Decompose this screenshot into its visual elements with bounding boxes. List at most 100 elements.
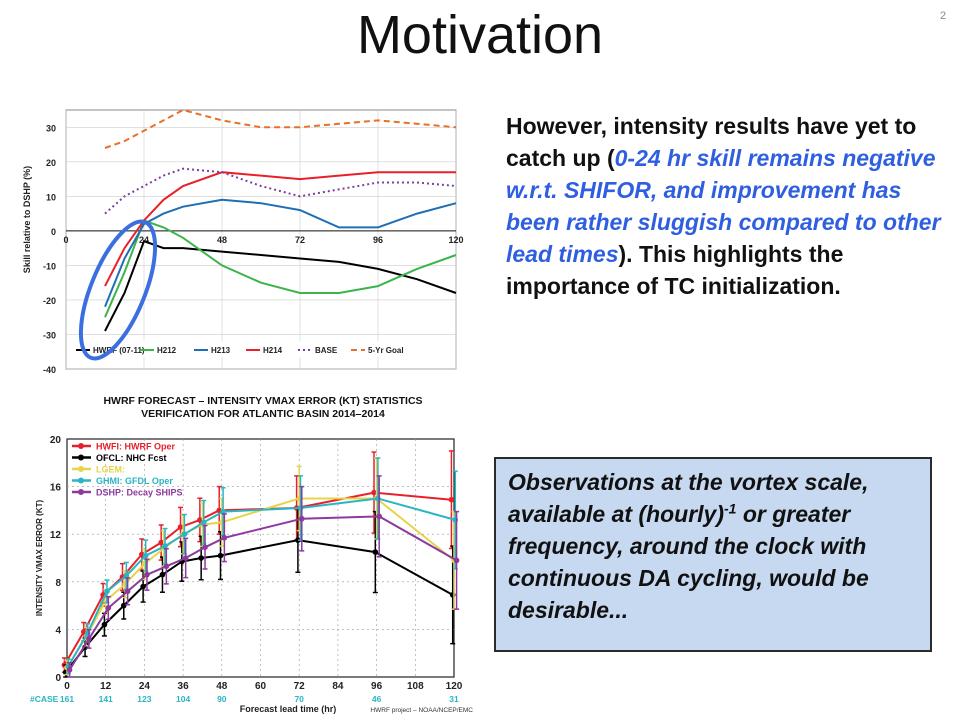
data-point (144, 571, 150, 578)
y-tick-label: -40 (43, 365, 56, 374)
case-count: 90 (217, 694, 227, 704)
x-tick-label: 108 (407, 681, 424, 692)
case-count: 70 (294, 694, 304, 704)
data-point (142, 552, 149, 559)
callout-part2: or greater frequency, around the clock w… (508, 501, 869, 623)
legend-label: H214 (263, 346, 283, 355)
x-tick-label: 96 (373, 235, 383, 245)
y-tick-label: 10 (46, 192, 56, 202)
legend-marker (78, 443, 84, 449)
data-point (182, 555, 189, 561)
legend-label: BASE (315, 346, 338, 355)
data-point (372, 549, 379, 555)
data-point (220, 508, 226, 515)
x-tick-label: 84 (332, 681, 344, 692)
data-point (163, 563, 170, 570)
data-point (202, 544, 208, 551)
series-line (63, 491, 452, 666)
y-tick-label: 12 (50, 530, 62, 541)
case-count: 123 (137, 694, 151, 704)
data-point (177, 524, 184, 530)
y-tick-label: 4 (55, 625, 61, 636)
x-tick-label: 24 (139, 681, 151, 692)
case-label: #CASE (30, 694, 59, 704)
series-line (104, 108, 457, 149)
data-point (221, 534, 228, 541)
y-tick-label: 0 (55, 673, 61, 684)
slide-number: 2 (940, 10, 947, 22)
x-tick-label: 36 (178, 681, 190, 692)
data-point (181, 531, 188, 537)
data-point (101, 621, 108, 628)
x-tick-label: 12 (100, 681, 112, 692)
legend-marker (78, 454, 84, 461)
y-axis-label: INTENSITY VMAX ERROR (KT) (35, 500, 44, 617)
case-count: 46 (372, 694, 382, 704)
data-point (295, 537, 301, 543)
case-count: 161 (60, 694, 74, 704)
series-line (104, 171, 456, 287)
plot-area (65, 109, 457, 370)
x-tick-label: 60 (255, 681, 267, 692)
data-point (86, 636, 92, 642)
legend-marker (78, 489, 84, 495)
legend-label: LGEM: (96, 465, 125, 475)
intensity-text-highlight: 0-24 hr skill remains negative w.r.t. SH… (506, 145, 941, 267)
observations-callout: Observations at the vortex scale, availa… (494, 457, 932, 652)
legend-box (72, 341, 452, 357)
x-tick-label: 120 (448, 235, 463, 245)
y-tick-label: 20 (46, 158, 56, 168)
plot-area (66, 438, 455, 678)
data-point (376, 513, 382, 520)
legend-marker (78, 477, 84, 484)
x-tick-label: 120 (446, 681, 463, 692)
legend-label: H212 (157, 346, 177, 355)
callout-part1: Observations at the vortex scale, availa… (508, 469, 869, 527)
data-point (448, 496, 455, 503)
y-tick-label: -10 (43, 261, 56, 271)
series-line (104, 239, 457, 332)
x-tick-label: 0 (64, 681, 70, 692)
data-point (200, 519, 207, 526)
data-point (298, 515, 305, 522)
legend-marker (78, 466, 84, 472)
slide-title: Motivation (356, 5, 604, 65)
data-point (140, 583, 146, 590)
x-tick-label: 72 (295, 235, 305, 245)
y-tick-label: 0 (51, 227, 56, 237)
legend-label: HWFI: HWRF Oper (96, 442, 175, 452)
series-line (104, 198, 457, 308)
series-line (67, 497, 456, 667)
y-tick-label: 8 (55, 578, 61, 589)
intensity-text-part1: However, intensity results have yet to c… (506, 113, 917, 171)
y-tick-label: 30 (46, 123, 56, 133)
data-point (159, 571, 166, 578)
x-tick-label: 72 (294, 681, 306, 692)
data-point (198, 555, 204, 561)
data-point (124, 588, 131, 595)
y-tick-label: -20 (43, 296, 56, 306)
data-point (453, 557, 460, 564)
legend-label: GHMI: GFDL Oper (96, 476, 173, 486)
skill-chart: 30 20 10 0 -10 -20 -30 -40 0 24 48 72 96 120 Skill rel… (22, 108, 464, 374)
series-line (68, 515, 458, 671)
y-axis-label: Skill relative to DSHP (%) (22, 166, 32, 273)
legend-label: HWRF (07-11) (93, 346, 145, 355)
data-point (217, 552, 224, 559)
x-axis-label: Forecast lead time (hr) (240, 704, 337, 714)
legend-label: DSHP: Decay SHIPS (96, 488, 183, 498)
legend-label: 5-Yr Goal (368, 346, 404, 355)
intensity-text: However, intensity results have yet to c… (506, 110, 946, 302)
x-tick-label: 96 (371, 681, 383, 692)
data-point (158, 539, 164, 546)
data-point (66, 667, 73, 673)
y-tick-label: -30 (43, 330, 56, 340)
data-point (162, 543, 168, 549)
data-point (371, 489, 377, 496)
chart-footer: HWRF project – NOAA/NCEP/EMC (370, 707, 473, 714)
series-line (64, 539, 454, 673)
x-tick-label: 0 (63, 235, 68, 245)
case-count: 104 (176, 694, 190, 704)
data-point (105, 605, 112, 611)
highlight-circle (78, 219, 158, 361)
